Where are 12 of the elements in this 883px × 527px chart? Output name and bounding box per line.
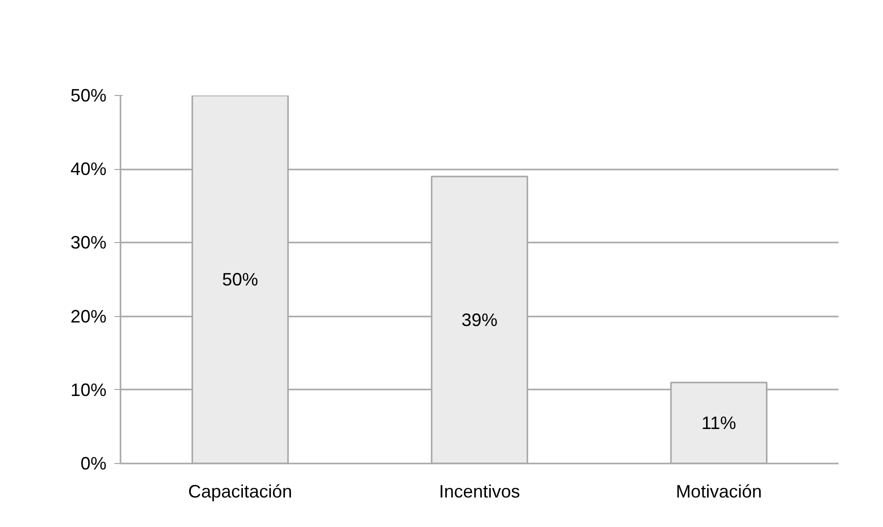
data-label: 39% [461,310,498,330]
y-tick-label: 40% [70,159,107,180]
y-tick-label: 50% [70,86,107,106]
x-tick-label: Capacitación [188,482,292,502]
y-tick-label: 0% [80,454,106,474]
data-label: 50% [222,270,258,290]
y-tick-label: 10% [70,380,107,400]
y-tick-label: 30% [70,232,107,253]
data-label: 11% [701,413,736,434]
x-tick-label: Incentivos [438,482,520,502]
x-tick-label: Motivación [676,482,762,502]
y-tick-label: 20% [70,306,107,326]
